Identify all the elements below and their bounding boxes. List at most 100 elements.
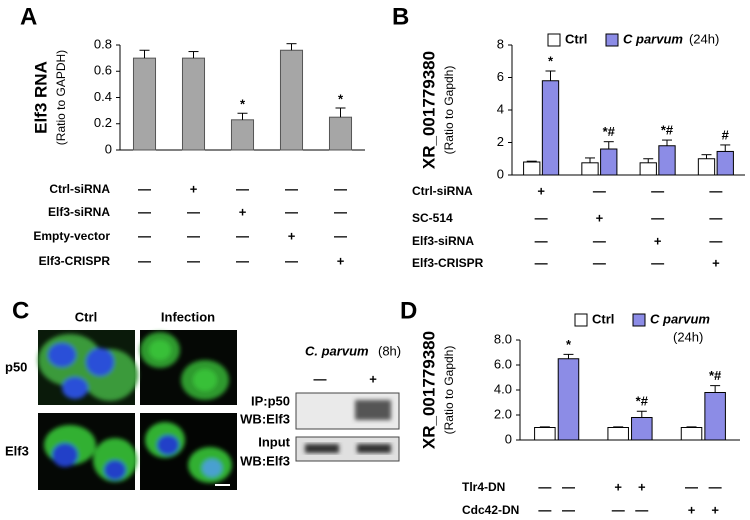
legend-swatch [547, 33, 561, 47]
blot-row-label: IP:p50 [251, 393, 290, 408]
bar [132, 57, 157, 151]
annotation: *# [709, 368, 722, 383]
condition-mark: + [190, 181, 198, 196]
bar [230, 119, 255, 151]
panel-letter: C [12, 297, 29, 324]
condition-mark: — [709, 233, 722, 248]
condition-label: Ctrl-siRNA [412, 184, 473, 198]
legend-swatch [605, 33, 619, 47]
condition-mark: — [236, 228, 249, 243]
bar [704, 392, 726, 441]
row-label: p50 [5, 359, 27, 374]
y-axis-sublabel: (Ratio to Gapdh) [442, 66, 456, 155]
condition-mark: + [711, 502, 719, 517]
annotation: * [240, 97, 246, 112]
condition-mark: — [535, 210, 548, 225]
y-axis-label: Elf3 RNA [31, 61, 50, 134]
bar [534, 427, 556, 441]
column-label: Ctrl [75, 309, 97, 324]
legend-label: Ctrl [565, 31, 587, 46]
condition-mark: — [187, 228, 200, 243]
condition-mark: — [535, 255, 548, 270]
condition-mark: — [138, 204, 151, 219]
y-tick-label: 0 [505, 431, 512, 446]
bar [557, 358, 580, 441]
bar [279, 49, 304, 151]
condition-mark: — [285, 253, 298, 268]
panel-letter: D [400, 297, 417, 324]
condition-mark: + [288, 228, 296, 243]
condition-mark: — [651, 183, 664, 198]
micrographs [38, 330, 237, 490]
y-tick-label: 2.0 [494, 406, 512, 421]
y-tick-label: 0.4 [94, 89, 112, 104]
legend-label: Ctrl [592, 311, 614, 326]
y-tick-label: 0.2 [94, 115, 112, 130]
condition-mark: — [187, 204, 200, 219]
condition-label: Tlr4-DN [462, 480, 505, 494]
panel-letter: A [20, 3, 37, 30]
y-tick-label: 0 [497, 166, 504, 181]
condition-mark: — [236, 253, 249, 268]
y-tick-label: 6.0 [494, 356, 512, 371]
legend-note: (24h) [689, 31, 719, 46]
legend-swatch [574, 313, 588, 327]
condition-mark: — [138, 253, 151, 268]
condition-mark: — [334, 181, 347, 196]
legend-note: (24h) [673, 329, 703, 344]
condition-mark: — [538, 479, 551, 494]
bar [600, 148, 618, 176]
bar [680, 427, 703, 441]
blot-time: (8h) [378, 343, 401, 358]
column-label: Infection [161, 309, 215, 324]
condition-mark: — [138, 181, 151, 196]
condition-mark: + [337, 253, 345, 268]
annotation: *# [603, 124, 616, 139]
condition-mark: — [709, 183, 722, 198]
blot-row-label: WB:Elf3 [240, 453, 290, 468]
annotation: # [722, 127, 730, 142]
condition-mark: — [285, 181, 298, 196]
y-tick-label: 6 [497, 69, 504, 84]
western-blot [295, 392, 400, 462]
y-tick-label: 2 [497, 134, 504, 149]
y-axis-label: XR_001779380 [419, 331, 438, 449]
condition-label: SC-514 [412, 211, 453, 225]
condition-mark: — [593, 255, 606, 270]
bar [607, 427, 629, 441]
blot-header: C. parvum [305, 343, 369, 358]
condition-label: Elf3-CRISPR [412, 256, 484, 270]
blot-row-label: Input [258, 434, 290, 449]
condition-mark: + [712, 255, 720, 270]
blot-row-label: WB:Elf3 [240, 411, 290, 426]
bar [181, 57, 206, 151]
annotation: * [548, 53, 554, 68]
condition-mark: — [562, 479, 575, 494]
annotation: * [338, 91, 344, 106]
condition-label: Cdc42-DN [462, 503, 519, 517]
condition-mark: — [535, 233, 548, 248]
condition-label: Elf3-CRISPR [39, 254, 111, 268]
y-axis-sublabel: (Ratio to Gapdh) [442, 346, 456, 435]
y-axis-label: XR_001779380 [419, 51, 438, 169]
condition-mark: + [638, 479, 646, 494]
condition-label: Elf3-siRNA [412, 234, 474, 248]
bar [541, 80, 560, 176]
condition-mark: — [187, 253, 200, 268]
y-tick-label: 0.6 [94, 63, 112, 78]
panel-letter: B [392, 3, 409, 30]
legend-label: C parvum [650, 311, 710, 326]
condition-mark: + [654, 233, 662, 248]
bar [658, 145, 676, 176]
condition-mark: — [285, 204, 298, 219]
condition-mark: — [651, 210, 664, 225]
condition-mark: — [593, 233, 606, 248]
y-tick-label: 8 [497, 36, 504, 51]
annotation: *# [661, 123, 674, 138]
lane-label: — [314, 371, 327, 386]
condition-mark: — [562, 502, 575, 517]
bar [523, 161, 541, 176]
y-tick-label: 4.0 [494, 381, 512, 396]
condition-mark: — [236, 181, 249, 196]
